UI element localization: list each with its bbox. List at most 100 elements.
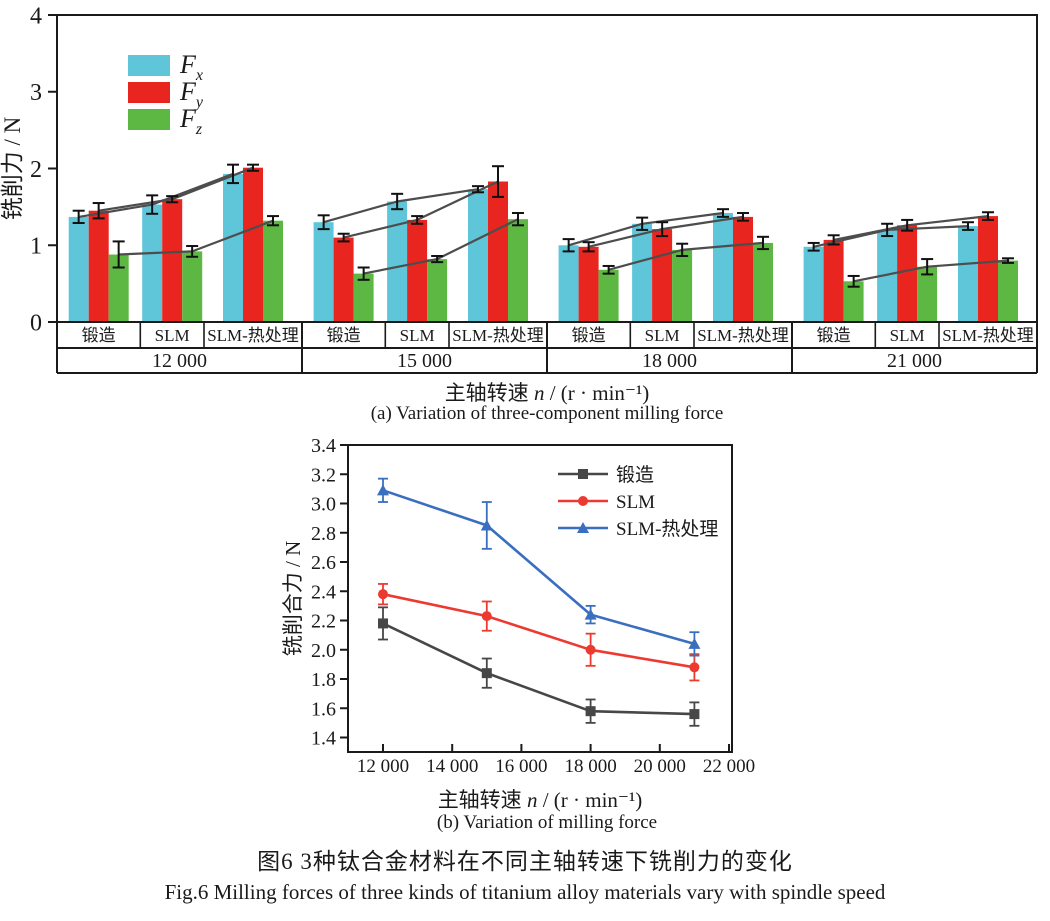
bar	[998, 260, 1018, 322]
chart-a-xlabel-unit: / (r · min⁻¹)	[544, 381, 650, 405]
legend-swatch	[128, 55, 170, 76]
line-chart-b: 1.4 1.6 1.8 2.0 2.2 2.4 2.6 2.8 3.0 3.2 3.4 12 000 1…	[281, 435, 755, 777]
series-marker	[689, 662, 700, 673]
series-group	[378, 606, 700, 727]
chart-a-xlabel-variable: n	[533, 381, 545, 405]
series-marker	[378, 589, 388, 600]
legend-label: SLM	[616, 492, 655, 513]
chart-b-xlabel-variable: n	[526, 788, 538, 812]
bar	[713, 213, 733, 322]
bar	[823, 239, 844, 322]
chart-b-xlabel-pre: 主轴转速	[437, 788, 527, 812]
y-tick-label: 1	[30, 234, 42, 260]
figure-caption-english: Fig.6 Milling forces of three kinds of t…	[164, 880, 886, 904]
bar	[917, 266, 938, 322]
bar	[877, 229, 898, 322]
bar	[733, 216, 753, 322]
x-tick-label: 22 000	[703, 756, 755, 777]
series-marker	[688, 637, 701, 649]
material-cell-label: SLM-热处理	[207, 326, 299, 345]
bar	[508, 219, 528, 322]
bar	[803, 246, 824, 322]
series-marker	[585, 644, 596, 655]
bar	[897, 225, 918, 322]
material-cell-label: SLM	[890, 326, 925, 345]
bar	[88, 210, 109, 322]
bar	[223, 173, 243, 322]
speed-cell-label: 15 000	[397, 350, 452, 372]
y-tick-label: 1.6	[311, 698, 336, 720]
bar	[753, 242, 773, 322]
y-tick-label: 2	[30, 157, 42, 183]
material-cell-label: 锻造	[572, 326, 606, 345]
speed-cell-label: 18 000	[642, 350, 697, 372]
bar	[558, 245, 579, 323]
material-cell-label: 锻造	[82, 326, 116, 345]
y-axis-label: 铣削合力 / N	[281, 541, 305, 657]
y-tick-label: 2.6	[311, 552, 336, 574]
x-tick-label: 16 000	[495, 756, 547, 777]
bar	[182, 251, 203, 322]
y-tick-label: 2.2	[311, 611, 336, 633]
bar	[108, 254, 129, 322]
bar	[427, 259, 448, 322]
material-cell-label: SLM-热处理	[697, 326, 789, 345]
series-group	[378, 583, 700, 682]
bar	[263, 220, 283, 322]
legend-marker	[577, 522, 589, 533]
series-line	[382, 622, 695, 716]
chart-b-x-axis-label: 主轴转速 n / (r · min⁻¹)	[300, 784, 780, 814]
bar	[652, 229, 673, 322]
speed-cell-label: 12 000	[152, 350, 207, 372]
legend-swatch	[128, 82, 170, 103]
bar	[313, 222, 334, 322]
series-marker	[689, 709, 700, 720]
legend-marker	[578, 469, 588, 479]
bar	[598, 269, 619, 322]
bar	[632, 223, 653, 322]
legend-label: 锻造	[616, 464, 654, 486]
y-tick-label: 2.4	[311, 581, 336, 603]
y-tick-label: 4	[30, 3, 42, 29]
y-tick-label: 3.2	[311, 464, 336, 486]
y-tick-label: 2.0	[311, 640, 336, 662]
legend-swatch	[128, 109, 170, 130]
series-marker	[480, 519, 493, 531]
y-tick-label: 1.8	[311, 669, 336, 691]
chart-a-xlabel-pre: 主轴转速	[444, 381, 534, 405]
bar	[843, 281, 864, 322]
bars-group	[68, 167, 1018, 323]
chart-a-caption: (a) Variation of three-component milling…	[370, 403, 724, 424]
material-cell-label: SLM	[645, 326, 680, 345]
material-cell-label: 锻造	[817, 326, 851, 345]
x-tick-label: 14 000	[426, 756, 478, 777]
y-tick-label: 3.0	[311, 494, 336, 516]
series-marker	[481, 611, 492, 622]
bar	[333, 237, 354, 322]
bar	[958, 226, 978, 322]
bar	[243, 167, 263, 322]
material-cell-label: SLM-热处理	[452, 326, 544, 345]
legend-label: SLM-热处理	[616, 518, 718, 540]
bar	[68, 216, 89, 322]
chart-b-caption: (b) Variation of milling force	[436, 812, 658, 833]
series-line	[382, 489, 695, 646]
bar	[353, 273, 374, 322]
material-cell-label: 锻造	[327, 326, 361, 345]
bar	[387, 201, 408, 322]
y-tick-label: 1.4	[311, 728, 336, 750]
bar	[672, 249, 693, 322]
figure-caption-chinese: 图6 3种钛合金材料在不同主轴转速下铣削力的变化	[257, 849, 793, 874]
plot-frame	[347, 444, 733, 753]
x-tick-label: 12 000	[357, 756, 409, 777]
bar	[978, 216, 998, 322]
series-marker	[481, 668, 492, 679]
trend-lines-group	[78, 166, 1009, 283]
y-tick-label: 3	[30, 80, 42, 106]
chart-a-x-axis-label: 主轴转速 n / (r · min⁻¹)	[57, 377, 1037, 407]
series-line	[382, 592, 695, 669]
x-tick-label: 20 000	[634, 756, 686, 777]
